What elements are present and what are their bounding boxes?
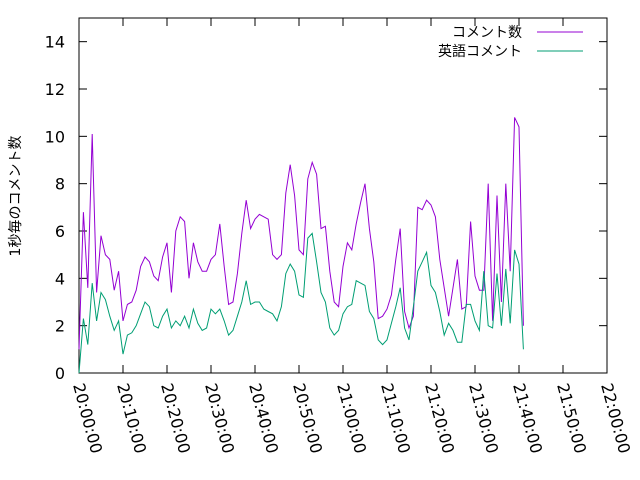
x-tick-label: 21:10:00 — [377, 381, 414, 455]
x-tick-label: 20:00:00 — [69, 381, 106, 455]
x-tick-label: 20:40:00 — [245, 381, 282, 455]
y-tick-label: 10 — [45, 127, 65, 146]
series-lines — [78, 117, 524, 374]
y-tick-label: 0 — [55, 364, 65, 383]
x-tick-label: 20:10:00 — [113, 381, 150, 455]
legend-label: コメント数 — [452, 25, 522, 41]
x-tick-label: 21:30:00 — [465, 381, 502, 455]
legend-label: 英語コメント — [438, 43, 522, 60]
x-axis: 20:00:00 20:10:00 20:20:00 20:30:00 20:40:00… — [69, 18, 634, 455]
y-tick-label: 8 — [55, 175, 65, 194]
y-tick-label: 4 — [55, 269, 65, 288]
x-tick-label: 21:00:00 — [333, 381, 370, 455]
y-tick-label: 12 — [45, 80, 65, 99]
x-tick-label: 22:00:00 — [597, 381, 634, 455]
x-tick-label: 20:30:00 — [201, 381, 238, 455]
y-tick-label: 2 — [55, 317, 65, 336]
x-tick-label: 21:20:00 — [421, 381, 458, 455]
x-tick-label: 21:40:00 — [509, 381, 546, 455]
x-tick-label: 20:20:00 — [157, 381, 194, 455]
y-axis: 0 2 4 6 8 10 12 14 — [45, 33, 607, 383]
y-tick-label: 14 — [45, 33, 65, 52]
y-tick-label: 6 — [55, 222, 65, 241]
series-line-2 — [78, 232, 524, 374]
plot-frame — [78, 17, 608, 374]
x-tick-label: 20:50:00 — [289, 381, 326, 455]
series-line-1 — [78, 117, 524, 350]
x-tick-label: 21:50:00 — [553, 381, 590, 455]
y-axis-title: 1秒毎のコメント数 — [8, 136, 24, 257]
